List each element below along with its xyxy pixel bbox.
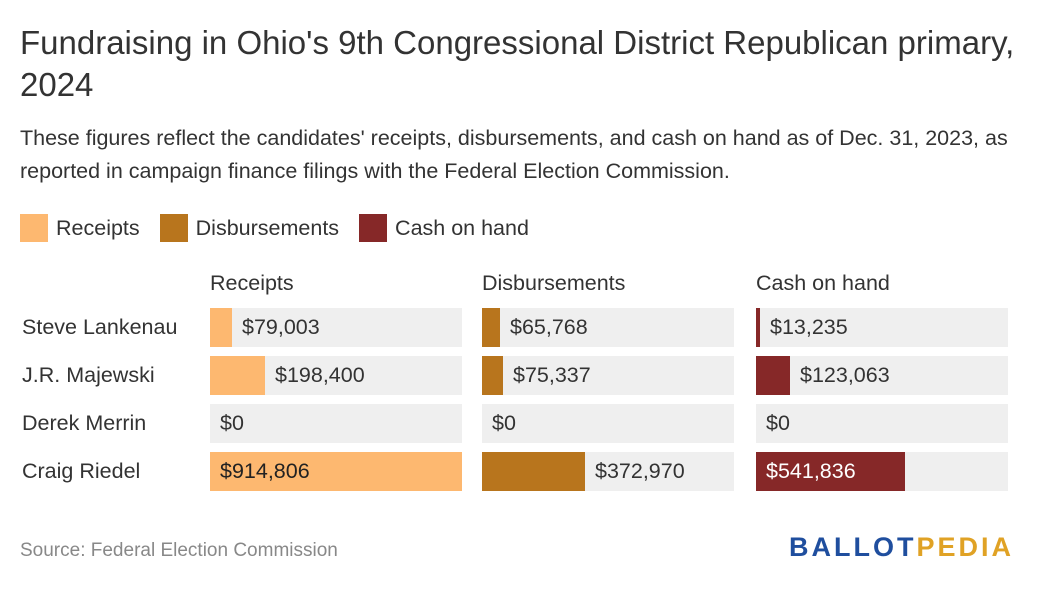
data-label-receipts-derek-merrin: $0 <box>220 411 244 435</box>
legend-swatch-cash-on-hand <box>359 214 388 242</box>
chart-title: Fundraising in Ohio's 9th Congressional … <box>20 24 1015 103</box>
data-label-cash-on-hand-craig-riedel: $541,836 <box>766 459 856 483</box>
bar-track: $0 <box>482 404 734 443</box>
row-label-j-r-majewski: J.R. Majewski <box>22 363 155 387</box>
bar-receipts-steve-lankenau <box>210 308 232 347</box>
legend-item-receipts: Receipts <box>20 214 140 242</box>
legend-label-disbursements: Disbursements <box>195 215 340 240</box>
data-label-disbursements-j-r-majewski: $75,337 <box>513 363 591 387</box>
column-header-receipts: Receipts <box>210 271 294 295</box>
ballotpedia-logo: BALLOTPEDIA <box>788 532 1014 562</box>
data-label-cash-on-hand-derek-merrin: $0 <box>766 411 790 435</box>
legend-item-disbursements: Disbursements <box>159 214 340 242</box>
column-header-cash-on-hand: Cash on hand <box>756 271 890 295</box>
bar-track: $65,768 <box>482 308 734 347</box>
data-label-receipts-steve-lankenau: $79,003 <box>242 315 320 339</box>
legend: Receipts Disbursements Cash on hand <box>20 214 549 242</box>
bar-disbursements-j-r-majewski <box>482 356 503 395</box>
bar-disbursements-craig-riedel <box>482 452 585 491</box>
bar-track: $75,337 <box>482 356 734 395</box>
legend-item-cash-on-hand: Cash on hand <box>359 214 529 242</box>
row-label-craig-riedel: Craig Riedel <box>22 459 141 483</box>
legend-swatch-disbursements <box>159 214 188 242</box>
bar-track: $914,806 <box>210 452 462 491</box>
row-label-derek-merrin: Derek Merrin <box>22 411 147 435</box>
legend-label-cash-on-hand: Cash on hand <box>395 215 529 240</box>
bar-track: $123,063 <box>756 356 1008 395</box>
column-header-disbursements: Disbursements <box>482 271 626 295</box>
data-label-receipts-craig-riedel: $914,806 <box>220 459 310 483</box>
bar-track: $372,970 <box>482 452 734 491</box>
bar-track: $79,003 <box>210 308 462 347</box>
data-label-receipts-j-r-majewski: $198,400 <box>275 363 365 387</box>
bar-disbursements-steve-lankenau <box>482 308 500 347</box>
bar-track: $541,836 <box>756 452 1008 491</box>
data-label-cash-on-hand-j-r-majewski: $123,063 <box>800 363 890 387</box>
source-note: Source: Federal Election Commission <box>20 540 338 561</box>
data-label-disbursements-craig-riedel: $372,970 <box>595 459 685 483</box>
row-label-steve-lankenau: Steve Lankenau <box>22 315 178 339</box>
legend-swatch-receipts <box>20 214 48 242</box>
chart-subtitle: These figures reflect the candidates' re… <box>20 126 1008 183</box>
bar-cash-on-hand-j-r-majewski <box>756 356 790 395</box>
data-label-disbursements-derek-merrin: $0 <box>492 411 516 435</box>
bar-track: $0 <box>210 404 462 443</box>
data-label-disbursements-steve-lankenau: $65,768 <box>510 315 588 339</box>
bar-cash-on-hand-steve-lankenau <box>756 308 760 347</box>
bar-receipts-j-r-majewski <box>210 356 265 395</box>
legend-label-receipts: Receipts <box>56 215 140 240</box>
bar-track: $13,235 <box>756 308 1008 347</box>
data-label-cash-on-hand-steve-lankenau: $13,235 <box>770 315 848 339</box>
bar-cash-on-hand-craig-riedel <box>756 452 905 491</box>
bar-track: $0 <box>756 404 1008 443</box>
bar-receipts-craig-riedel <box>210 452 462 491</box>
bar-track: $198,400 <box>210 356 462 395</box>
